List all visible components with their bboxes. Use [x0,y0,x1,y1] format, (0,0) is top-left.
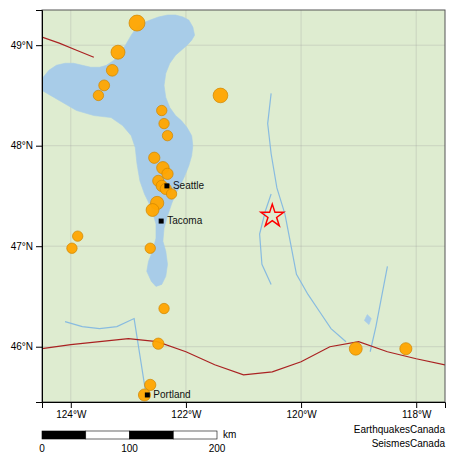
y-tick-label: 46°N [11,341,33,352]
scale-bar-label: 100 [121,443,138,454]
earthquake [349,342,362,355]
x-axis: 124°W 122°W 120°W 118°W [43,402,446,420]
city-marker [145,392,150,397]
grid-line-x [416,10,417,402]
scale-bar-segment [130,431,174,439]
credit: EarthquakesCanada SeismesCanada [354,424,446,449]
scale-bar: 0 100 200 km [39,429,236,454]
chart: Seattle Tacoma Portland 124°W 122°W 120°W 118°… [0,0,455,467]
x-tick-label: 122°W [171,409,202,420]
earthquake [138,389,150,401]
grid [42,10,445,402]
y-tick: 46°N [11,341,42,352]
scatter-series [261,204,284,226]
line [268,93,346,341]
earthquake [106,64,118,76]
city-marker [164,183,169,188]
mark-labels: Seattle Tacoma Portland [153,180,204,400]
earthquake [213,88,228,103]
earthquake [145,243,155,253]
earthquake [67,243,77,253]
city-marker [159,219,164,224]
scale-bar-segment [86,431,130,439]
y-tick-label: 49°N [11,40,33,51]
scale-bar-segment [173,431,217,439]
water-polygon [364,315,371,325]
earthquake [153,338,164,349]
x-axis-line [43,403,446,409]
line [42,339,445,375]
line [370,266,387,351]
earthquake [157,105,167,115]
grid-line-y [42,246,445,247]
x-tick-mark [301,402,302,408]
earthquake [146,204,159,217]
x-tick-mark [186,402,187,408]
line [260,194,272,284]
earthquake [149,152,160,163]
x-tick-mark [71,402,72,408]
x-tick-mark [416,402,417,408]
scale-bar-label: 0 [39,443,45,454]
star [261,204,284,226]
credit-text: SeismesCanada [372,438,446,449]
earthquake [400,343,412,355]
y-axis-line [36,11,43,403]
plot-frame [42,10,445,402]
city-label: Tacoma [167,215,202,226]
scale-bar-label: 200 [209,443,226,454]
water-polygon [42,10,195,286]
y-tick-mark [36,347,42,348]
line [42,37,94,57]
x-tick-label: 124°W [56,409,87,420]
marks [42,10,445,401]
scatter-series [145,183,170,397]
grid-line-y [42,145,445,146]
x-tick: 124°W [56,402,87,420]
y-tick-mark [36,246,42,247]
x-tick-label: 118°W [402,409,432,420]
scale-bar-unit: km [223,429,236,440]
y-tick-mark [36,45,42,46]
y-tick: 49°N [11,40,42,51]
grid-line-x [185,10,186,402]
earthquake [159,118,169,128]
city-label: Seattle [173,180,205,191]
y-tick: 47°N [11,241,42,252]
y-tick: 48°N [11,140,42,151]
credit-text: EarthquakesCanada [354,424,446,435]
y-tick-mark [36,146,42,147]
x-tick: 118°W [402,402,432,420]
grid-line-y [42,346,445,347]
earthquake [162,130,172,140]
x-tick-label: 120°W [287,409,318,420]
grid-line-y [42,45,445,46]
scale-bar-segment [42,431,86,439]
scatter-series [67,15,412,401]
x-tick: 122°W [171,402,202,420]
plot-background [42,10,445,402]
earthquake [159,303,169,313]
earthquake [73,231,83,241]
x-tick: 120°W [287,402,318,420]
y-axis: 46°N 47°N 48°N 49°N [11,11,43,403]
line [65,319,146,392]
y-tick-label: 48°N [11,140,33,151]
city-label: Portland [153,389,190,400]
y-tick-label: 47°N [11,241,33,252]
earthquake [99,80,110,91]
earthquake [162,168,173,179]
earthquake [129,15,145,31]
earthquake [93,90,103,100]
grid-line-x [301,10,302,402]
earthquake [111,45,125,59]
